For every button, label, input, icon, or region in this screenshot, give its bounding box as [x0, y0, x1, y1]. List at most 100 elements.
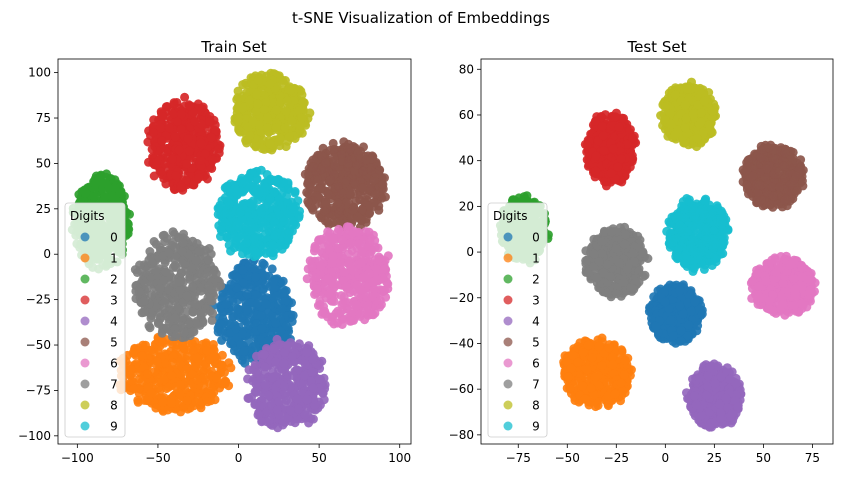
- data-point: [310, 244, 319, 253]
- legend-marker-2: [81, 275, 90, 284]
- data-point: [214, 324, 223, 333]
- data-point: [139, 308, 148, 317]
- data-point: [334, 182, 343, 191]
- data-point: [346, 144, 355, 153]
- y-tick-label: 50: [36, 156, 51, 170]
- data-point: [270, 344, 279, 353]
- data-point: [207, 133, 216, 142]
- data-point: [248, 245, 257, 254]
- data-point: [323, 218, 332, 227]
- data-point: [303, 395, 312, 404]
- data-point: [245, 131, 254, 140]
- data-point: [257, 311, 266, 320]
- data-point: [363, 301, 372, 310]
- test-set-title: Test Set: [627, 38, 687, 56]
- data-point: [205, 117, 214, 126]
- data-point: [690, 297, 699, 306]
- data-point: [675, 286, 684, 295]
- legend-label: 8: [110, 399, 118, 413]
- data-point: [239, 201, 248, 210]
- data-point: [253, 299, 262, 308]
- data-point: [669, 331, 678, 340]
- data-point: [170, 297, 179, 306]
- data-point: [195, 247, 204, 256]
- data-point: [134, 398, 143, 407]
- data-point: [344, 159, 353, 168]
- data-point: [286, 406, 295, 415]
- data-point: [299, 98, 308, 107]
- data-point: [278, 304, 287, 313]
- data-point: [230, 243, 239, 252]
- data-point: [91, 179, 100, 188]
- data-point: [175, 146, 184, 155]
- data-point: [232, 95, 241, 104]
- legend-label: 2: [110, 273, 118, 287]
- data-point: [138, 351, 147, 360]
- data-point: [208, 270, 217, 279]
- data-point: [280, 382, 289, 391]
- data-point: [295, 211, 304, 220]
- data-point: [257, 166, 266, 175]
- data-point: [193, 354, 202, 363]
- data-point: [374, 206, 383, 215]
- data-point: [329, 234, 338, 243]
- cluster-digit-5: [301, 137, 390, 232]
- data-point: [279, 277, 288, 286]
- legend-marker-4: [81, 317, 90, 326]
- data-point: [321, 198, 330, 207]
- cluster-digit-6: [303, 222, 393, 329]
- data-point: [193, 239, 202, 248]
- data-point: [176, 285, 185, 294]
- data-point: [176, 381, 185, 390]
- x-tick-label: 0: [235, 451, 243, 465]
- data-point: [358, 205, 367, 214]
- data-point: [222, 233, 231, 242]
- data-point: [285, 132, 294, 141]
- data-point: [189, 327, 198, 336]
- data-point: [171, 243, 180, 252]
- data-point: [90, 192, 99, 201]
- data-point: [230, 346, 239, 355]
- data-point: [652, 322, 661, 331]
- data-point: [236, 313, 245, 322]
- data-point: [192, 256, 201, 265]
- data-point: [266, 80, 275, 89]
- data-point: [293, 395, 302, 404]
- data-point: [324, 190, 333, 199]
- data-point: [202, 346, 211, 355]
- legend-label: 0: [110, 231, 118, 245]
- legend-marker-1: [81, 254, 90, 263]
- data-point: [264, 391, 273, 400]
- data-point: [225, 199, 234, 208]
- data-point: [185, 101, 194, 110]
- data-point: [104, 184, 113, 193]
- data-point: [151, 404, 160, 413]
- data-point: [338, 306, 347, 315]
- data-point: [297, 113, 306, 122]
- data-point: [261, 381, 270, 390]
- data-point: [171, 132, 180, 141]
- data-point: [375, 166, 384, 175]
- y-tick-label: 75: [36, 111, 51, 125]
- data-point: [303, 197, 312, 206]
- x-tick-label: −50: [145, 451, 170, 465]
- data-point: [676, 337, 685, 346]
- cluster-digit-1: [559, 334, 636, 412]
- data-point: [273, 291, 282, 300]
- data-point: [269, 223, 278, 232]
- data-point: [170, 314, 179, 323]
- legend-title: Digits: [70, 209, 104, 223]
- data-point: [126, 371, 135, 380]
- data-point: [217, 336, 226, 345]
- data-point: [271, 232, 280, 241]
- data-point: [161, 180, 170, 189]
- data-point: [271, 357, 280, 366]
- data-point: [353, 301, 362, 310]
- data-point: [140, 297, 149, 306]
- data-point: [282, 107, 291, 116]
- data-point: [372, 275, 381, 284]
- data-point: [346, 239, 355, 248]
- data-point: [215, 149, 224, 158]
- data-point: [684, 321, 693, 330]
- data-point: [188, 282, 197, 291]
